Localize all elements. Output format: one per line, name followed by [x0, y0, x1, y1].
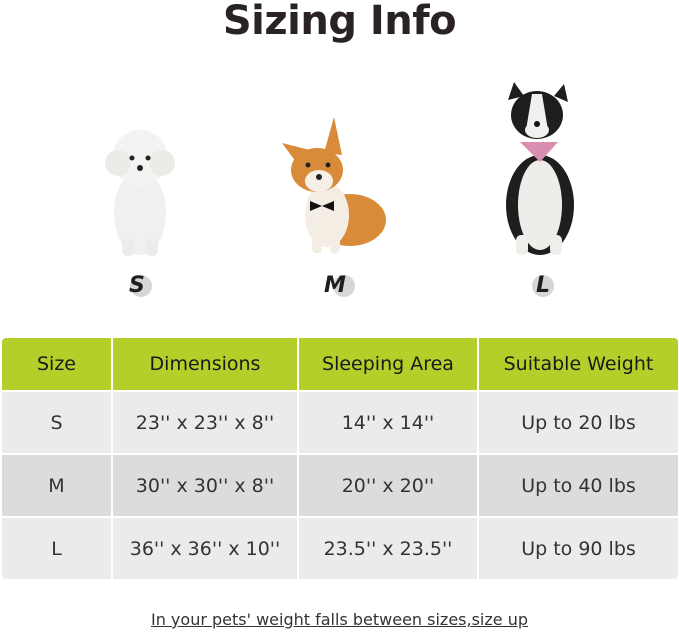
- cell-sleeping-area: 14'' x 14'': [298, 390, 479, 454]
- page-title: Sizing Info: [222, 0, 457, 44]
- badge-circle: [130, 275, 152, 297]
- size-letter: L: [536, 273, 551, 298]
- cell-size: M: [2, 453, 113, 517]
- cell-weight: Up to 90 lbs: [478, 516, 678, 579]
- table-header-row: Size Dimensions Sleeping Area Suitable W…: [2, 338, 678, 391]
- cell-weight: Up to 20 lbs: [478, 390, 678, 454]
- cell-sleeping-area: 23.5'' x 23.5'': [298, 516, 479, 579]
- corgi-dog-photo: [282, 117, 386, 253]
- cell-size: L: [2, 516, 113, 579]
- cell-sleeping-area: 20'' x 20'': [298, 453, 479, 517]
- header-suitable-weight: Suitable Weight: [478, 338, 678, 391]
- cell-dimensions: 30'' x 30'' x 8'': [112, 453, 299, 517]
- sizing-table: Size Dimensions Sleeping Area Suitable W…: [2, 338, 678, 579]
- header-sleeping-area: Sleeping Area: [298, 338, 479, 391]
- size-up-note: In your pets' weight falls between sizes…: [150, 610, 528, 629]
- size-letter: S: [129, 273, 145, 298]
- size-letter: M: [324, 273, 346, 298]
- badge-circle: [532, 275, 554, 297]
- badge-circle: [333, 275, 355, 297]
- cell-dimensions: 23'' x 23'' x 8'': [112, 390, 299, 454]
- header-size: Size: [2, 338, 113, 391]
- poodle-dog-photo: [105, 130, 175, 256]
- cell-size: S: [2, 390, 113, 454]
- table-row: M 30'' x 30'' x 8'' 20'' x 20'' Up to 40…: [2, 453, 678, 517]
- table-row: L 36'' x 36'' x 10'' 23.5'' x 23.5'' Up …: [2, 516, 678, 579]
- cell-dimensions: 36'' x 36'' x 10'': [112, 516, 299, 579]
- border-collie-dog-photo: [506, 82, 574, 255]
- header-dimensions: Dimensions: [112, 338, 299, 391]
- table-row: S 23'' x 23'' x 8'' 14'' x 14'' Up to 20…: [2, 390, 678, 454]
- cell-weight: Up to 40 lbs: [478, 453, 678, 517]
